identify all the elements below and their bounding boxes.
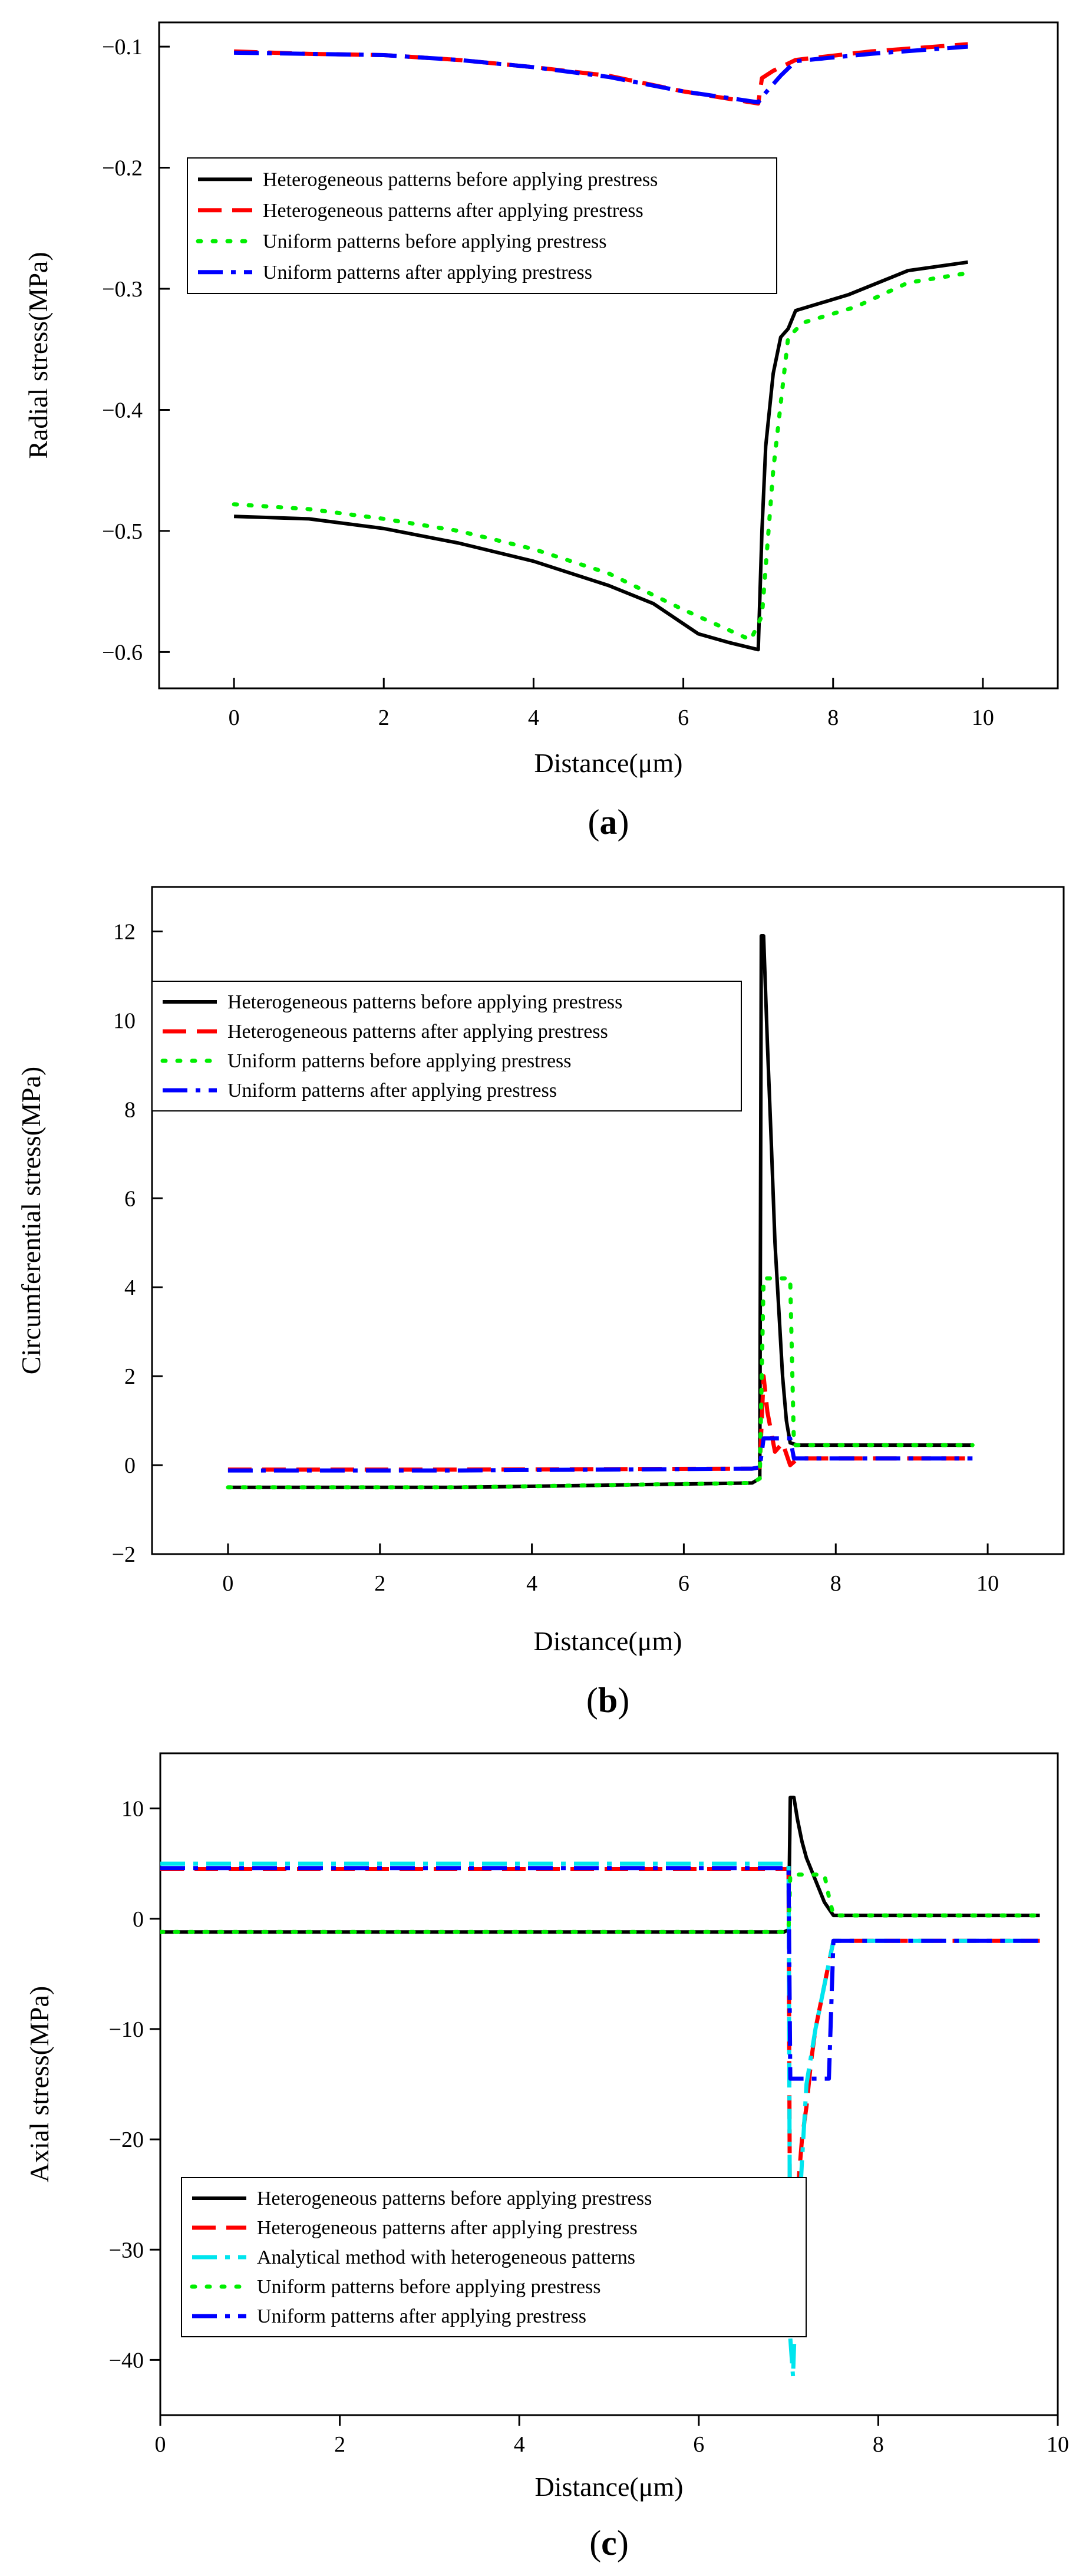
- x-tick-label: 4: [514, 2432, 525, 2457]
- legend-label: Heterogeneous patterns after applying pr…: [257, 2217, 638, 2239]
- x-tick-label: 6: [678, 1571, 689, 1596]
- series-group: [160, 1795, 1042, 2379]
- x-tick-label: 6: [693, 2432, 704, 2457]
- x-tick-label: 2: [374, 1571, 385, 1596]
- legend-label: Uniform patterns before applying prestre…: [257, 2276, 601, 2298]
- x-tick-label: 0: [222, 1571, 233, 1596]
- y-tick-label: −40: [109, 2348, 144, 2373]
- y-axis-label: Circumferential stress(MPa): [16, 1067, 46, 1374]
- legend-label: Heterogeneous patterns after applying pr…: [263, 200, 644, 222]
- panel-label: (c): [589, 2524, 629, 2562]
- y-tick-label: −0.4: [102, 398, 143, 423]
- series-line-3: [226, 1276, 975, 1490]
- y-tick-label: −0.6: [102, 640, 143, 665]
- y-tick-label: −0.3: [102, 277, 143, 302]
- x-tick-label: 4: [528, 705, 539, 730]
- x-tick-label: 0: [229, 705, 240, 730]
- y-tick-label: −0.2: [102, 156, 143, 181]
- x-tick-label: 10: [1047, 2432, 1069, 2457]
- legend-label: Uniform patterns after applying prestres…: [257, 2305, 586, 2327]
- x-axis-label: Distance(μm): [533, 1626, 682, 1656]
- y-axis-label: Radial stress(MPa): [23, 252, 53, 459]
- y-tick-label: −0.5: [102, 519, 143, 544]
- y-tick-label: −10: [109, 2017, 144, 2042]
- legend: Heterogeneous patterns before applying p…: [187, 157, 777, 294]
- series-line-1: [234, 260, 968, 652]
- x-tick-label: 8: [830, 1571, 842, 1596]
- x-tick-label: 8: [827, 705, 839, 730]
- x-tick-label: 2: [334, 2432, 345, 2457]
- series-line-1: [160, 1795, 1040, 1934]
- series-line-4: [160, 1872, 1042, 1934]
- y-tick-label: 6: [124, 1186, 136, 1211]
- series-line-2: [227, 1374, 973, 1472]
- x-tick-label: 10: [972, 705, 994, 730]
- legend-box: [181, 2177, 807, 2337]
- chart-panel-a: 0 2 4 6 8 10 −0.1 −0.2 −0.3 −0.4 −0.5 −0.6 Distance(…: [23, 21, 1059, 842]
- legend-label: Uniform patterns before applying prestre…: [263, 230, 607, 252]
- plot-frame: [159, 1752, 1059, 2416]
- x-axis-label: Distance(μm): [534, 748, 682, 778]
- x-tick-label: 10: [976, 1571, 999, 1596]
- x-tick-label: 2: [378, 705, 390, 730]
- x-axis-label: Distance(μm): [534, 2472, 683, 2502]
- series-line-4: [227, 1436, 973, 1473]
- x-tick-label: 8: [873, 2432, 884, 2457]
- series-line-4: [234, 44, 968, 105]
- y-tick-label: −20: [109, 2128, 144, 2152]
- legend-label: Heterogeneous patterns before applying p…: [227, 991, 622, 1013]
- series-line-3: [232, 271, 970, 642]
- y-tick-label: 2: [124, 1364, 136, 1389]
- legend: Heterogeneous patterns before applying p…: [151, 981, 742, 1111]
- legend-box: [187, 157, 777, 294]
- y-tick-label: −2: [112, 1542, 136, 1567]
- legend: Heterogeneous patterns before applying p…: [181, 2177, 807, 2337]
- y-tick-label: −0.1: [102, 35, 143, 60]
- x-tick-label: 0: [155, 2432, 166, 2457]
- y-axis-label: Axial stress(MPa): [24, 1986, 54, 2182]
- legend-label: Heterogeneous patterns before applying p…: [257, 2188, 652, 2209]
- chart-panel-b: 0 2 4 6 8 10 −2 0 2 4 6 8 10 12 Distance(μm) Circumfere…: [16, 886, 1065, 1720]
- y-tick-label: 4: [124, 1275, 136, 1300]
- legend-label: Heterogeneous patterns before applying p…: [263, 169, 658, 190]
- legend-label: Analytical method with heterogeneous pat…: [257, 2247, 635, 2268]
- y-tick-label: 0: [124, 1453, 136, 1478]
- panel-label: (a): [588, 803, 629, 842]
- y-tick-label: 8: [124, 1097, 136, 1122]
- y-tick-label: −30: [109, 2238, 144, 2262]
- plot-frame: [151, 886, 1065, 1555]
- legend-label: Uniform patterns after applying prestres…: [227, 1080, 557, 1101]
- chart-panel-c: 0 2 4 6 8 10 10 0 −10 −20 −30 −40 Distance(μm) Axial …: [24, 1752, 1069, 2562]
- series-group: [232, 42, 970, 652]
- y-tick-label: 10: [121, 1797, 144, 1822]
- y-tick-label: 0: [133, 1907, 144, 1932]
- legend-label: Heterogeneous patterns after applying pr…: [227, 1021, 608, 1043]
- series-group: [226, 934, 975, 1490]
- y-tick-label: 10: [113, 1008, 136, 1033]
- x-tick-label: 4: [526, 1571, 537, 1596]
- legend-label: Uniform patterns before applying prestre…: [227, 1050, 572, 1072]
- legend-box: [151, 981, 742, 1111]
- plot-frame: [158, 21, 1059, 690]
- y-tick-label: 12: [113, 919, 136, 944]
- panel-label: (b): [586, 1681, 629, 1720]
- x-tick-label: 6: [678, 705, 689, 730]
- series-line-5: [160, 1866, 1040, 2081]
- legend-label: Uniform patterns after applying prestres…: [263, 262, 592, 283]
